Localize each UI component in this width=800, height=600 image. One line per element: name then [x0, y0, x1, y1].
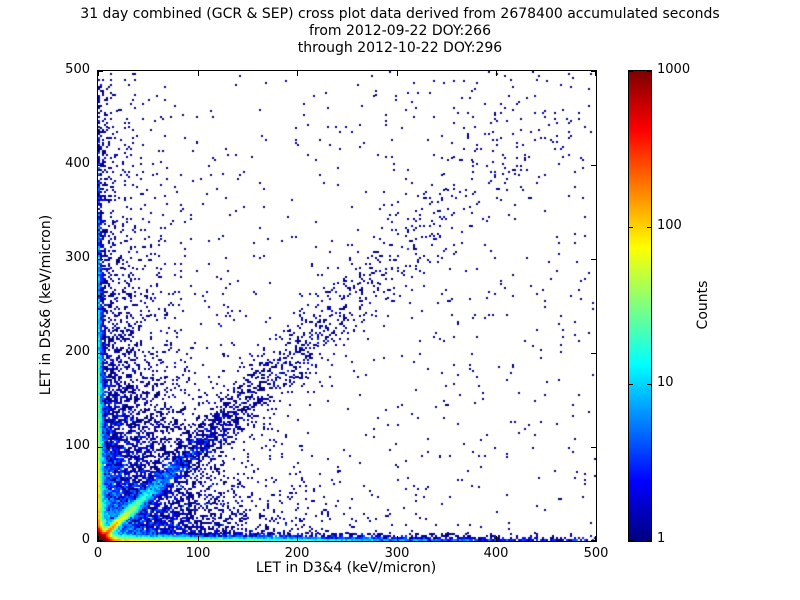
x-tick-mark: [397, 536, 398, 541]
colorbar-tick-mark: [629, 540, 633, 541]
plot-title-line-3: through 2012-10-22 DOY:296: [297, 40, 503, 56]
scatter-density-canvas: [98, 71, 596, 541]
colorbar-tick-mark: [629, 71, 633, 72]
colorbar-gradient-canvas: [629, 71, 651, 541]
x-tick-label: 0: [93, 546, 103, 561]
colorbar-label: Counts: [695, 280, 711, 330]
y-axis-label: LET in D5&6 (keV/micron): [38, 214, 54, 396]
colorbar: [628, 70, 652, 542]
colorbar-tick-mark: [629, 384, 633, 385]
y-tick-label: 0: [81, 532, 90, 547]
colorbar-tick-label: 1: [657, 531, 666, 546]
y-tick-mark: [98, 165, 103, 166]
plot-title-line-2: from 2012-09-22 DOY:266: [308, 23, 491, 39]
colorbar-tick-mark-right: [647, 540, 651, 541]
x-tick-mark-top: [98, 71, 99, 76]
x-tick-mark-top: [595, 71, 596, 76]
y-tick-mark-right: [591, 353, 596, 354]
colorbar-tick-mark-right: [647, 384, 651, 385]
x-tick-label: 400: [483, 546, 509, 561]
y-tick-mark-right: [591, 165, 596, 166]
y-tick-mark: [98, 540, 103, 541]
colorbar-tick-mark: [629, 227, 633, 228]
x-tick-label: 200: [284, 546, 310, 561]
y-tick-mark-right: [591, 447, 596, 448]
x-tick-label: 300: [384, 546, 410, 561]
x-tick-mark-top: [198, 71, 199, 76]
x-tick-mark: [198, 536, 199, 541]
y-tick-label: 200: [65, 344, 90, 359]
y-tick-label: 500: [65, 62, 90, 77]
y-tick-mark: [98, 259, 103, 260]
plot-area: [97, 70, 597, 542]
y-tick-label: 400: [65, 156, 90, 171]
y-tick-mark: [98, 447, 103, 448]
x-tick-mark-top: [397, 71, 398, 76]
x-tick-mark: [297, 536, 298, 541]
y-tick-mark-right: [591, 540, 596, 541]
colorbar-tick-label: 1000: [657, 62, 691, 77]
y-tick-mark-right: [591, 259, 596, 260]
y-tick-label: 300: [65, 250, 90, 265]
x-tick-label: 100: [185, 546, 211, 561]
plot-title-line-1: 31 day combined (GCR & SEP) cross plot d…: [80, 6, 720, 22]
x-axis-label: LET in D3&4 (keV/micron): [255, 560, 437, 576]
x-tick-label: 500: [583, 546, 609, 561]
y-tick-mark-right: [591, 71, 596, 72]
x-tick-mark: [595, 536, 596, 541]
colorbar-tick-label: 10: [657, 375, 674, 390]
x-tick-mark-top: [297, 71, 298, 76]
y-tick-mark: [98, 71, 103, 72]
x-tick-mark: [98, 536, 99, 541]
x-tick-mark-top: [496, 71, 497, 76]
y-tick-label: 100: [65, 438, 90, 453]
colorbar-tick-mark-right: [647, 227, 651, 228]
colorbar-tick-mark-right: [647, 71, 651, 72]
colorbar-tick-label: 100: [657, 218, 682, 233]
y-tick-mark: [98, 353, 103, 354]
x-tick-mark: [496, 536, 497, 541]
